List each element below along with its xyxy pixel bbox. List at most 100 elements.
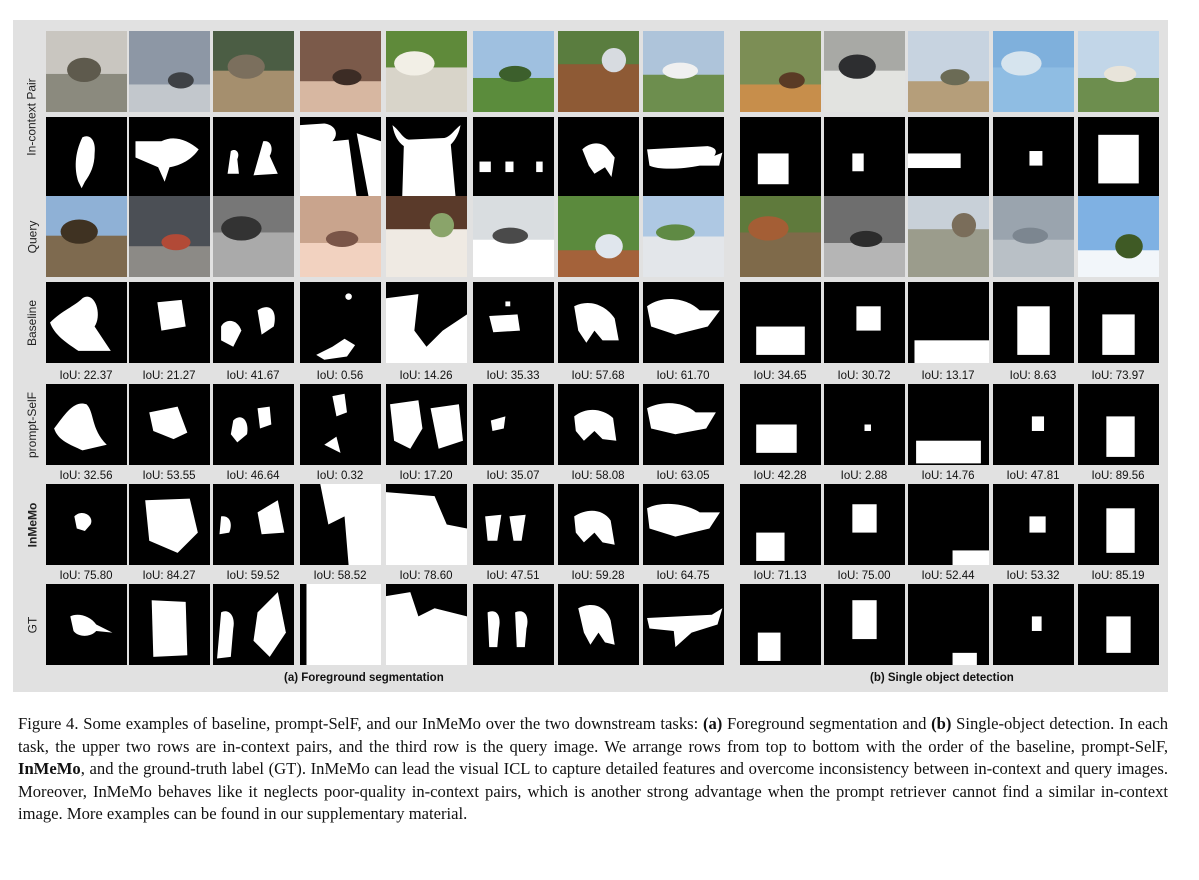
baseline-box (824, 282, 905, 363)
figure-caption: Figure 4. Some examples of baseline, pro… (18, 713, 1168, 826)
iou-inmemo: IoU: 59.28 (571, 570, 625, 582)
row-label-text: Baseline (25, 299, 39, 346)
iou-baseline: IoU: 13.17 (921, 370, 975, 382)
iou-inmemo: IoU: 52.44 (921, 570, 975, 582)
in-context-mask (46, 117, 127, 198)
iou-inmemo: IoU: 85.19 (1091, 570, 1145, 582)
iou-prompt-self: IoU: 0.32 (316, 470, 364, 482)
baseline-mask (643, 282, 724, 363)
caption-text: , and the ground-truth label (GT). InMeM… (18, 759, 1168, 824)
in-context-image (643, 31, 724, 112)
iou-prompt-self: IoU: 46.64 (226, 470, 280, 482)
iou-inmemo: IoU: 47.51 (486, 570, 540, 582)
iou-baseline: IoU: 14.26 (399, 370, 453, 382)
iou-inmemo: IoU: 75.00 (837, 570, 891, 582)
caption-inmemo-bold: InMeMo (18, 759, 81, 779)
iou-prompt-self: IoU: 32.56 (59, 470, 113, 482)
query-image (908, 196, 989, 277)
baseline-mask (129, 282, 210, 363)
iou-baseline: IoU: 57.68 (571, 370, 625, 382)
in-context-image (740, 31, 821, 112)
row-label-inmemo: InMeMo (23, 484, 41, 565)
inmemo-mask (643, 484, 724, 565)
gt-mask (46, 584, 127, 665)
iou-baseline: IoU: 0.56 (316, 370, 364, 382)
prompt-self-mask (213, 384, 294, 465)
iou-baseline: IoU: 73.97 (1091, 370, 1145, 382)
panel-caption-a: (a) Foreground segmentation (284, 672, 444, 684)
caption-b-label: (b) (931, 714, 952, 733)
iou-prompt-self: IoU: 58.08 (571, 470, 625, 482)
in-context-image (213, 31, 294, 112)
in-context-box (908, 117, 989, 198)
row-label-gt: GT (23, 584, 41, 665)
iou-inmemo: IoU: 53.32 (1006, 570, 1060, 582)
row-label-baseline: Baseline (23, 282, 41, 363)
iou-prompt-self: IoU: 53.55 (142, 470, 196, 482)
iou-prompt-self: IoU: 35.07 (486, 470, 540, 482)
caption-text: Some examples of baseline, prompt-SelF, … (78, 714, 703, 733)
in-context-image (300, 31, 381, 112)
inmemo-box (1078, 484, 1159, 565)
in-context-mask (643, 117, 724, 198)
iou-prompt-self: IoU: 63.05 (656, 470, 710, 482)
row-label-text: In-context Pair (25, 78, 39, 156)
iou-inmemo: IoU: 59.52 (226, 570, 280, 582)
query-image (824, 196, 905, 277)
iou-prompt-self: IoU: 14.76 (921, 470, 975, 482)
gt-box (1078, 584, 1159, 665)
row-label-in-context-pair: In-context Pair (23, 32, 41, 202)
in-context-mask (300, 117, 381, 198)
iou-prompt-self: IoU: 89.56 (1091, 470, 1145, 482)
in-context-image (993, 31, 1074, 112)
query-image (993, 196, 1074, 277)
in-context-mask (558, 117, 639, 198)
baseline-mask (300, 282, 381, 363)
panel-foreground-segmentation: In-context Pair Query Baseline prompt-Se… (13, 20, 731, 692)
in-context-image (908, 31, 989, 112)
prompt-self-box (824, 384, 905, 465)
gt-box (993, 584, 1074, 665)
query-image (740, 196, 821, 277)
prompt-self-mask (386, 384, 467, 465)
baseline-mask (46, 282, 127, 363)
baseline-box (908, 282, 989, 363)
query-image (129, 196, 210, 277)
row-label-text: GT (24, 616, 39, 633)
row-label-prompt-self: prompt-SelF (23, 384, 41, 465)
in-context-box (824, 117, 905, 198)
gt-box (908, 584, 989, 665)
iou-inmemo: IoU: 64.75 (656, 570, 710, 582)
prompt-self-box (1078, 384, 1159, 465)
prompt-self-mask (473, 384, 554, 465)
inmemo-box (908, 484, 989, 565)
prompt-self-mask (129, 384, 210, 465)
row-label-query: Query (23, 196, 41, 277)
gt-mask (558, 584, 639, 665)
in-context-box (740, 117, 821, 198)
prompt-self-mask (300, 384, 381, 465)
query-image (473, 196, 554, 277)
in-context-image (824, 31, 905, 112)
inmemo-box (993, 484, 1074, 565)
in-context-image (1078, 31, 1159, 112)
baseline-box (740, 282, 821, 363)
iou-inmemo: IoU: 78.60 (399, 570, 453, 582)
figure: In-context Pair Query Baseline prompt-Se… (13, 20, 1168, 692)
baseline-box (1078, 282, 1159, 363)
in-context-mask (213, 117, 294, 198)
row-label-text: InMeMo (25, 502, 40, 547)
inmemo-mask (558, 484, 639, 565)
gt-mask (213, 584, 294, 665)
in-context-box (1078, 117, 1159, 198)
query-image (300, 196, 381, 277)
iou-inmemo: IoU: 58.52 (313, 570, 367, 582)
inmemo-mask (129, 484, 210, 565)
inmemo-box (824, 484, 905, 565)
query-image (643, 196, 724, 277)
row-label-text: prompt-SelF (25, 391, 39, 458)
inmemo-box (740, 484, 821, 565)
gt-box (740, 584, 821, 665)
in-context-mask (473, 117, 554, 198)
in-context-image (129, 31, 210, 112)
